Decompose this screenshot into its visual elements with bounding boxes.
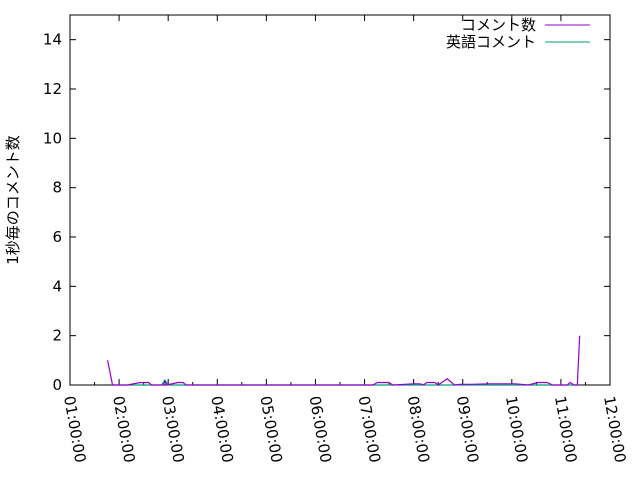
x-tick-label: 02:00:00 <box>109 395 138 464</box>
x-tick-label: 08:00:00 <box>404 395 433 464</box>
x-tick-label: 06:00:00 <box>306 395 335 464</box>
y-tick-label: 0 <box>52 376 62 394</box>
y-axis-label: 1秒毎のコメント数 <box>4 135 22 265</box>
y-tick-label: 6 <box>52 228 62 246</box>
series-group <box>107 335 581 386</box>
series-line-0 <box>107 335 581 386</box>
x-tick-label: 03:00:00 <box>158 395 187 464</box>
y-tick-label: 4 <box>52 277 62 295</box>
y-tick-label: 12 <box>43 80 62 98</box>
x-tick-label: 12:00:00 <box>600 395 629 464</box>
legend: コメント数 英語コメント <box>446 16 590 51</box>
x-tick-label: 05:00:00 <box>256 395 285 464</box>
x-tick-label: 01:00:00 <box>60 395 89 464</box>
legend-label-0: コメント数 <box>461 16 536 34</box>
plot-border <box>69 14 611 386</box>
y-tick-label: 14 <box>43 31 62 49</box>
y-tick-label: 2 <box>52 327 62 345</box>
x-tick-label: 09:00:00 <box>453 395 482 464</box>
y-tick-label: 10 <box>43 129 62 147</box>
x-tick-label: 04:00:00 <box>207 395 236 464</box>
axes: 0 2 4 6 8 10 12 14 01:00:00 02:00:00 03:00:00 04:00… <box>43 14 629 464</box>
legend-label-1: 英語コメント <box>446 33 536 51</box>
x-tick-label: 07:00:00 <box>355 395 384 464</box>
x-tick-label: 10:00:00 <box>502 395 531 464</box>
x-tick-label: 11:00:00 <box>551 395 580 464</box>
y-tick-label: 8 <box>52 179 62 197</box>
